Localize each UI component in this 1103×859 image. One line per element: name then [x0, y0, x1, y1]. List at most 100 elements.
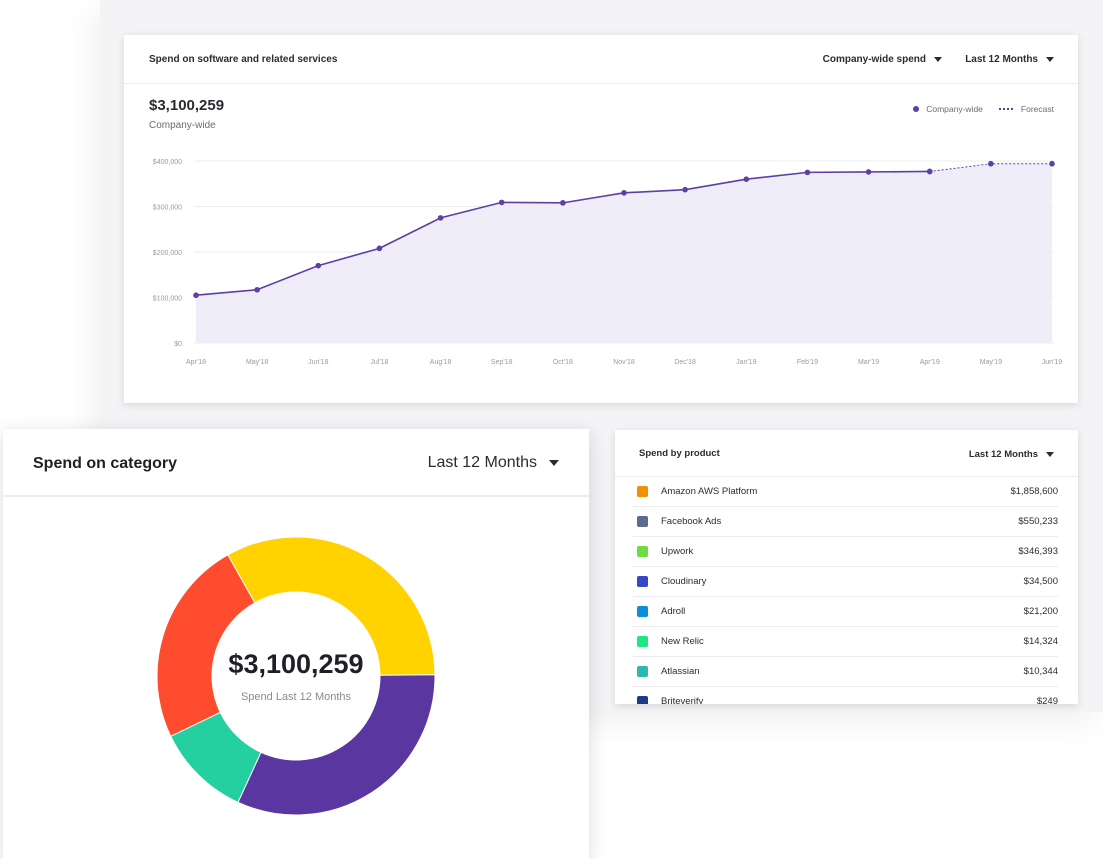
- x-tick-label: Jul'18: [370, 359, 388, 366]
- product-name: Cloudinary: [661, 576, 707, 587]
- aws-icon: [637, 486, 648, 497]
- card-header: Spend by product Last 12 Months: [615, 430, 1078, 477]
- data-point: [743, 176, 750, 182]
- total-spend-label: Company-wide: [149, 120, 216, 131]
- donut-slice: [237, 674, 436, 816]
- table-row[interactable]: Atlassian $10,344: [633, 657, 1058, 687]
- data-point: [193, 292, 199, 299]
- legend-dash-icon: [998, 108, 1013, 110]
- donut-center-value: $3,100,259: [228, 649, 364, 679]
- caret-down-icon: [549, 460, 559, 466]
- spend-over-time-card: Spend on software and related services C…: [124, 35, 1078, 403]
- line-chart: $0 $100,000 $200,000 $300,000 $400,000 Apr'18…: [153, 159, 1063, 366]
- period-dropdown-label: Last 12 Months: [968, 449, 1038, 460]
- caret-down-icon: [934, 57, 942, 62]
- product-spend: $346,393: [1018, 546, 1058, 557]
- data-point: [560, 200, 566, 206]
- legend-forecast-label: Forecast: [1020, 104, 1054, 114]
- y-tick-label: $400,000: [153, 159, 182, 166]
- chart-legend: Company-wide Forecast: [913, 104, 1054, 114]
- product-spend: $21,200: [1023, 606, 1058, 617]
- megaphone-icon: [637, 516, 648, 527]
- card-header: Spend on category Last 12 Months: [3, 429, 589, 497]
- product-name: Briteverify: [661, 696, 704, 704]
- table-row[interactable]: Briteverify $249: [633, 687, 1058, 704]
- upwork-icon: [637, 546, 648, 557]
- donut-slice: [156, 554, 256, 738]
- trophy-icon: [637, 666, 648, 677]
- x-tick-label: Dec'18: [674, 359, 696, 366]
- data-point: [804, 169, 811, 176]
- b-icon: [637, 696, 648, 704]
- y-tick-label: $0: [174, 341, 182, 348]
- scope-dropdown-label: Company-wide spend: [822, 54, 926, 65]
- table-row[interactable]: Upwork $346,393: [633, 537, 1058, 567]
- product-spend: $34,500: [1023, 576, 1058, 587]
- legend-actual-label: Company-wide: [926, 104, 983, 114]
- total-spend-value: $3,100,259: [149, 97, 225, 114]
- x-tick-label: May'19: [980, 359, 1002, 366]
- x-tick-label: Jun'18: [308, 359, 329, 366]
- data-point: [865, 169, 872, 175]
- period-dropdown[interactable]: Last 12 Months: [965, 54, 1054, 65]
- product-name: Facebook Ads: [661, 516, 722, 527]
- data-point: [682, 186, 688, 193]
- data-point: [254, 286, 260, 293]
- period-dropdown-label: Last 12 Months: [427, 454, 537, 471]
- data-point: [988, 160, 994, 167]
- table-row[interactable]: Adroll $21,200: [633, 597, 1058, 627]
- data-point: [437, 215, 444, 221]
- spend-by-product-card: Spend by product Last 12 Months Amazon A…: [615, 430, 1078, 704]
- caret-down-icon: [1046, 57, 1054, 62]
- donut-slice: [227, 536, 436, 676]
- x-tick-label: Apr'19: [920, 359, 940, 366]
- legend-dot-icon: [913, 106, 920, 112]
- data-point: [621, 190, 627, 196]
- period-dropdown[interactable]: Last 12 Months: [428, 454, 559, 472]
- table-row[interactable]: Facebook Ads $550,233: [633, 507, 1058, 537]
- x-tick-label: Jan'19: [736, 359, 757, 366]
- x-tick-label: Aug'18: [430, 359, 452, 366]
- x-tick-label: Mar'19: [858, 359, 879, 366]
- data-point: [498, 199, 505, 206]
- data-point: [315, 262, 322, 269]
- y-tick-label: $100,000: [153, 296, 182, 303]
- data-point: [376, 245, 383, 252]
- eye-icon: [637, 636, 648, 647]
- x-tick-label: May'18: [246, 359, 268, 366]
- y-tick-label: $300,000: [153, 205, 182, 212]
- period-dropdown-label: Last 12 Months: [965, 54, 1038, 65]
- product-name: Atlassian: [661, 666, 700, 677]
- product-name: Adroll: [661, 606, 686, 617]
- period-dropdown[interactable]: Last 12 Months: [969, 449, 1054, 460]
- scope-dropdown[interactable]: Company-wide spend: [823, 54, 942, 65]
- donut-chart: [156, 536, 436, 816]
- card-title: Spend on category: [33, 455, 178, 472]
- spend-on-category-card: Spend on category Last 12 Months $3,100,…: [3, 429, 589, 859]
- x-tick-label: Oct'18: [553, 359, 573, 366]
- product-spend: $10,344: [1023, 666, 1058, 677]
- x-tick-label: Feb'19: [797, 359, 818, 366]
- x-tick-label: Sep'18: [491, 359, 513, 366]
- data-point: [1049, 160, 1055, 167]
- y-tick-label: $200,000: [153, 250, 182, 257]
- product-spend: $249: [1036, 696, 1058, 704]
- table-row[interactable]: Amazon AWS Platform $1,858,600: [633, 477, 1058, 507]
- cloud-icon: [637, 576, 648, 587]
- card-title: Spend by product: [639, 448, 720, 459]
- area-fill: [196, 163, 1052, 343]
- table-row[interactable]: New Relic $14,324: [633, 627, 1058, 657]
- card-header: Spend on software and related services C…: [124, 35, 1078, 84]
- x-tick-label: Nov'18: [613, 359, 635, 366]
- product-name: Amazon AWS Platform: [661, 486, 758, 497]
- card-title: Spend on software and related services: [149, 54, 338, 65]
- product-spend: $14,324: [1023, 636, 1058, 647]
- x-tick-label: Jun'19: [1042, 359, 1063, 366]
- donut-slice: [170, 711, 262, 803]
- x-tick-label: Apr'18: [186, 359, 206, 366]
- adroll-icon: [637, 606, 648, 617]
- table-row[interactable]: Cloudinary $34,500: [633, 567, 1058, 597]
- product-list: Amazon AWS Platform $1,858,600 Facebook Ad…: [633, 477, 1058, 704]
- product-name: Upwork: [661, 546, 694, 557]
- product-name: New Relic: [661, 636, 704, 647]
